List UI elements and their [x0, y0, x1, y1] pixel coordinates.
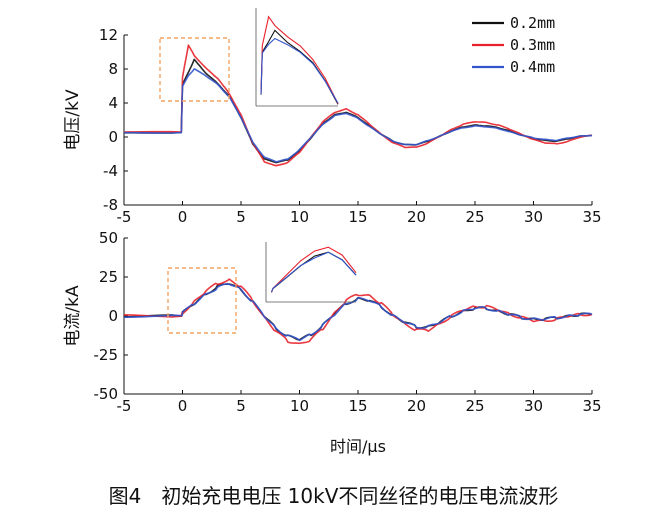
- y-tick-label: -25: [94, 346, 119, 364]
- series-line-0.2mm: [123, 283, 593, 341]
- y-tick-label: 4: [108, 94, 118, 112]
- series-line-0.4mm: [123, 282, 593, 342]
- x-tick-label: 30: [524, 397, 543, 415]
- x-tick-label: 15: [348, 208, 367, 226]
- inset-series-0.3mm: [270, 246, 357, 293]
- x-tick-label: 35: [582, 208, 601, 226]
- x-tick-label: 35: [582, 397, 601, 415]
- figure-caption: 图4 初始充电电压 10kV不同丝径的电压电流波形: [108, 484, 559, 508]
- x-tick-label: 15: [348, 397, 367, 415]
- y-tick-label: -8: [103, 196, 118, 214]
- zoom-region-box: [167, 267, 237, 334]
- x-tick-label: 20: [407, 397, 426, 415]
- y-tick-label: 50: [99, 229, 118, 247]
- inset-series-0.4mm: [270, 251, 357, 293]
- x-tick-label: -5: [117, 397, 132, 415]
- y-tick-label: 0: [108, 307, 118, 325]
- x-tick-label: 5: [236, 397, 246, 415]
- x-tick-label: 5: [236, 208, 246, 226]
- x-tick-label: 0: [178, 397, 188, 415]
- x-tick-label: 25: [465, 397, 484, 415]
- y-tick-label: 8: [108, 60, 118, 78]
- x-tick-label: -5: [117, 208, 132, 226]
- x-tick-label: 10: [290, 208, 309, 226]
- y-tick-label: -4: [103, 162, 118, 180]
- y-axis-label: 电流/kA: [63, 285, 83, 347]
- x-axis-label: 时间/μs: [330, 437, 386, 456]
- legend-label-0.4mm: 0.4mm: [510, 58, 555, 76]
- x-tick-label: 30: [524, 208, 543, 226]
- x-tick-label: 10: [290, 397, 309, 415]
- x-tick-label: 25: [465, 208, 484, 226]
- series-line-0.4mm: [123, 68, 593, 163]
- y-tick-label: 12: [99, 26, 118, 44]
- x-tick-label: 0: [178, 208, 188, 226]
- legend-label-0.3mm: 0.3mm: [510, 36, 555, 54]
- y-tick-label: 0: [108, 128, 118, 146]
- inset-series-0.2mm: [260, 29, 339, 105]
- y-tick-label: 25: [99, 268, 118, 286]
- legend-label-0.2mm: 0.2mm: [510, 14, 555, 32]
- voltage-panel: 12 8 4 0 -4 -8-5 0 5 10 15 20 25 30 35 电压/kV 0.2mm 0.3mm…: [63, 8, 602, 226]
- y-tick-label: -50: [94, 385, 119, 403]
- inset-series-0.3mm: [260, 15, 339, 104]
- inset-series-0.4mm: [260, 37, 339, 104]
- series-line-0.3mm: [123, 44, 592, 167]
- y-axis-label: 电压/kV: [63, 89, 83, 151]
- x-tick-label: 20: [407, 208, 426, 226]
- zoom-region-box: [159, 37, 230, 102]
- series-line-0.3mm: [123, 278, 593, 345]
